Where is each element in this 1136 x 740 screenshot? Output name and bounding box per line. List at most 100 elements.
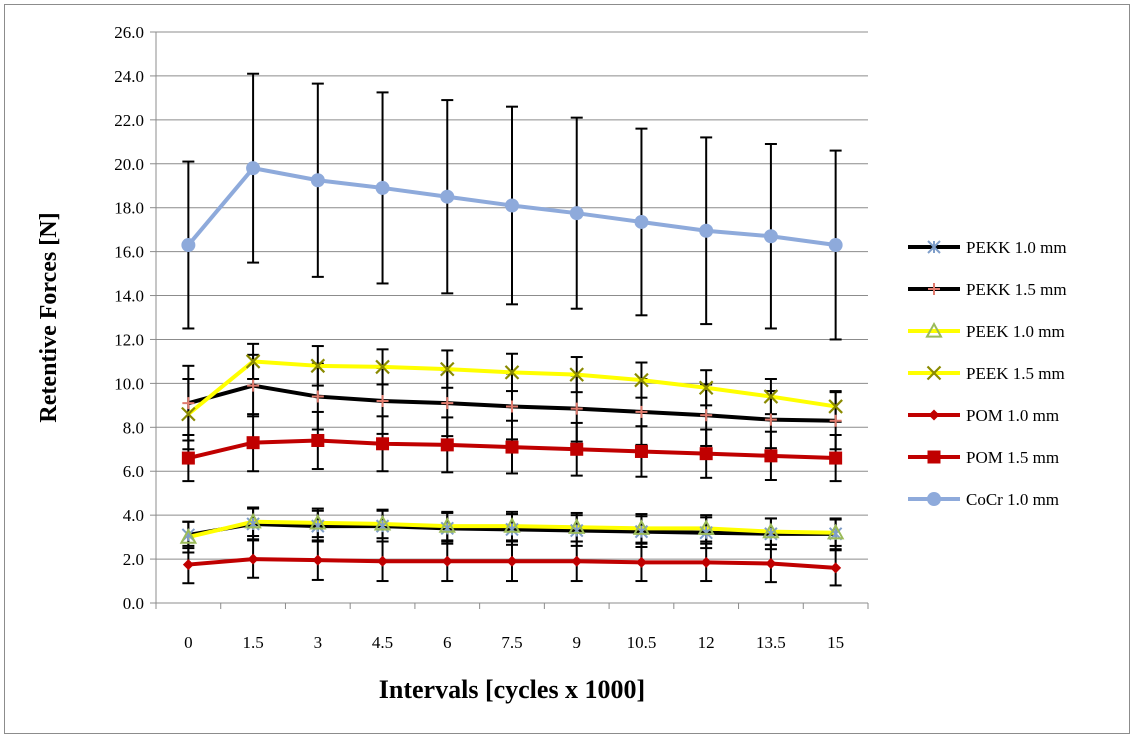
data-point bbox=[829, 451, 843, 465]
data-point bbox=[927, 492, 941, 506]
legend-item: PEKK 1.0 mm bbox=[908, 238, 1067, 257]
data-point bbox=[928, 409, 940, 421]
x-tick-label: 13.5 bbox=[756, 633, 786, 652]
data-point bbox=[571, 555, 583, 567]
legend-item: PEEK 1.0 mm bbox=[908, 321, 1065, 341]
data-point bbox=[828, 238, 843, 253]
data-point bbox=[182, 397, 195, 410]
y-axis-title: Retentive Forces [N] bbox=[36, 212, 62, 422]
data-point bbox=[439, 361, 455, 377]
error-bars bbox=[182, 72, 842, 587]
data-point bbox=[928, 283, 940, 295]
data-point bbox=[826, 523, 845, 540]
x-tick-label: 3 bbox=[314, 633, 323, 652]
chart-frame bbox=[4, 4, 1130, 734]
data-point bbox=[440, 189, 455, 204]
data-point bbox=[926, 365, 942, 381]
legend-item: PEEK 1.5 mm bbox=[908, 364, 1065, 383]
data-point bbox=[309, 513, 327, 530]
y-tick-label: 4.0 bbox=[123, 506, 144, 525]
data-point bbox=[181, 406, 196, 422]
y-tick-label: 18.0 bbox=[114, 199, 144, 218]
data-point bbox=[635, 556, 647, 568]
data-point bbox=[569, 206, 584, 221]
data-point bbox=[441, 397, 454, 410]
data-point bbox=[764, 413, 777, 426]
data-point bbox=[311, 433, 325, 447]
x-tick-label: 12 bbox=[698, 633, 715, 652]
data-point bbox=[698, 380, 714, 396]
data-point bbox=[505, 440, 519, 454]
data-point bbox=[377, 555, 389, 567]
data-point bbox=[182, 559, 194, 571]
data-point bbox=[763, 229, 778, 244]
data-point bbox=[375, 359, 390, 375]
data-point bbox=[570, 442, 584, 456]
data-point bbox=[634, 372, 649, 388]
x-tick-label: 9 bbox=[572, 633, 581, 652]
data-point bbox=[247, 553, 259, 565]
data-point bbox=[697, 519, 715, 535]
legend-label: POM 1.5 mm bbox=[966, 448, 1059, 467]
data-point bbox=[763, 389, 779, 404]
data-point bbox=[181, 238, 196, 253]
x-axis-title: Intervals [cycles x 1000] bbox=[379, 675, 645, 704]
x-tick-label: 10.5 bbox=[627, 633, 657, 652]
data-point bbox=[699, 447, 713, 461]
data-point bbox=[828, 399, 843, 414]
data-point bbox=[310, 358, 326, 374]
data-point bbox=[700, 409, 713, 422]
y-tick-label: 20.0 bbox=[114, 155, 144, 174]
data-point bbox=[503, 517, 521, 533]
y-tick-label: 14.0 bbox=[114, 287, 144, 306]
data-point bbox=[376, 394, 389, 407]
y-tick-label: 2.0 bbox=[123, 550, 144, 569]
x-tick-label: 7.5 bbox=[501, 633, 522, 652]
data-point bbox=[762, 522, 780, 539]
data-point bbox=[765, 557, 777, 569]
data-point bbox=[506, 400, 518, 413]
data-point bbox=[376, 437, 390, 451]
data-point bbox=[927, 450, 941, 464]
data-point bbox=[246, 161, 261, 176]
legend-item: POM 1.5 mm bbox=[908, 448, 1059, 467]
data-point bbox=[181, 451, 195, 465]
data-point bbox=[373, 514, 392, 531]
y-tick-label: 16.0 bbox=[114, 243, 144, 262]
y-tick-label: 22.0 bbox=[114, 111, 144, 130]
x-tick-label: 1.5 bbox=[242, 633, 263, 652]
legend-label: CoCr 1.0 mm bbox=[966, 490, 1059, 509]
data-point bbox=[506, 555, 518, 567]
y-tick-label: 10.0 bbox=[114, 374, 144, 393]
x-tick-label: 15 bbox=[827, 633, 844, 652]
data-point bbox=[634, 214, 649, 229]
data-point bbox=[244, 512, 262, 529]
x-tick-label: 0 bbox=[184, 633, 193, 652]
data-point bbox=[504, 365, 520, 380]
data-point bbox=[440, 438, 454, 452]
legend-label: POM 1.0 mm bbox=[966, 406, 1059, 425]
legend-item: PEKK 1.5 mm bbox=[908, 280, 1067, 299]
data-point bbox=[247, 379, 260, 392]
data-point bbox=[179, 528, 198, 544]
data-point bbox=[829, 414, 842, 427]
data-point bbox=[700, 556, 712, 568]
x-tick-label: 6 bbox=[443, 633, 452, 652]
legend-item: POM 1.0 mm bbox=[908, 406, 1059, 425]
data-point bbox=[925, 321, 943, 338]
y-tick-label: 0.0 bbox=[123, 594, 144, 613]
data-point bbox=[310, 173, 325, 188]
y-tick-label: 12.0 bbox=[114, 330, 144, 349]
data-point bbox=[438, 517, 456, 533]
data-point bbox=[830, 562, 842, 574]
x-axis-ticks: 0 1.5 3 4.5 6 7.5 9 10.5 12 13.5 15 bbox=[155, 603, 869, 652]
data-point bbox=[505, 198, 519, 213]
data-point bbox=[568, 518, 586, 534]
legend: PEKK 1.0 mm PEKK 1.5 mm PEEK 1.0 mm PEEK 1.… bbox=[908, 238, 1067, 509]
legend-label: PEEK 1.5 mm bbox=[966, 364, 1065, 383]
gridlines bbox=[156, 31, 868, 560]
x-tick-label: 4.5 bbox=[372, 633, 393, 652]
y-tick-label: 6.0 bbox=[123, 462, 144, 481]
